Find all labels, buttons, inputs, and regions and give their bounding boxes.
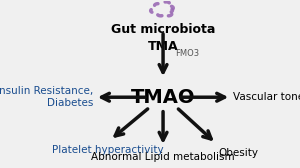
Text: TMA: TMA — [148, 40, 178, 53]
Text: Obesity: Obesity — [218, 149, 258, 158]
Text: Gut microbiota: Gut microbiota — [111, 23, 215, 36]
Text: Abnormal Lipid metabolism: Abnormal Lipid metabolism — [91, 152, 235, 162]
Text: Insulin Resistance,
Diabetes: Insulin Resistance, Diabetes — [0, 86, 93, 108]
Text: FMO3: FMO3 — [176, 49, 200, 58]
Text: TMAO: TMAO — [131, 88, 195, 107]
Text: Platelet hyperactivity: Platelet hyperactivity — [52, 145, 164, 155]
Text: Vascular tone: Vascular tone — [233, 92, 300, 102]
